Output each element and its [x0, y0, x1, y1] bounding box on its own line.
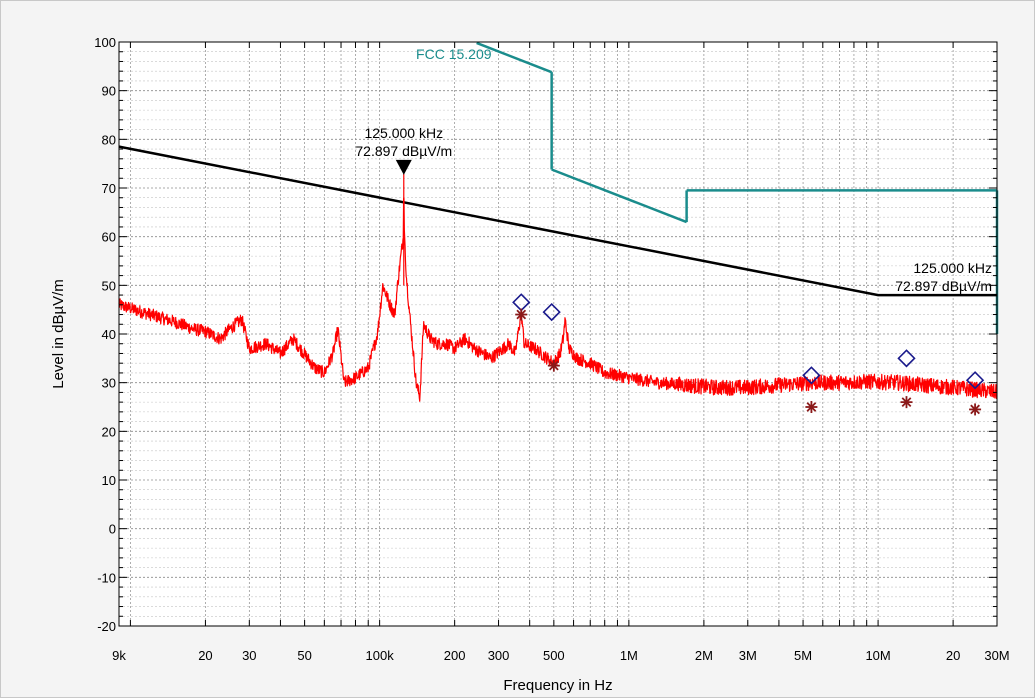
peak-marker-diamond	[965, 371, 985, 390]
y-tick-label: 20	[102, 424, 116, 439]
y-tick-label: 70	[102, 181, 116, 196]
asterisk-stroke	[970, 404, 980, 415]
asterisk-stroke	[516, 309, 527, 320]
y-tick-label: 50	[102, 278, 116, 293]
asterisk-stroke	[806, 402, 817, 412]
corner-frequency-label: 125.000 kHz	[913, 260, 992, 276]
y-axis-title: Level in dBµV/m	[50, 279, 67, 389]
fcc-limit-line	[476, 41, 553, 74]
asterisk-stroke	[901, 397, 912, 408]
x-tick-label: 5M	[794, 648, 812, 663]
y-tick-label: 80	[102, 132, 116, 147]
corner-level-label: 72.897 dBµV/m	[895, 278, 992, 294]
x-tick-label: 1M	[620, 648, 638, 663]
major-grid	[119, 42, 997, 626]
x-tick-label: 2M	[695, 648, 713, 663]
x-tick-label: 20	[946, 648, 960, 663]
fcc-limit-label: FCC 15.209	[416, 46, 492, 62]
x-tick-label: 20	[198, 648, 212, 663]
y-tick-label: 0	[109, 522, 116, 537]
qp-marker-asterisk	[515, 308, 528, 321]
qp-marker-asterisk	[547, 359, 560, 372]
marker-frequency-label: 125.000 kHz	[364, 125, 443, 141]
axis-ticks	[119, 41, 997, 627]
asterisk-stroke	[548, 360, 559, 371]
tick-labels: 9k 20 30 50 100k 200 300 500 1M 2M 3M 5M 10M 20 30M-20…	[94, 35, 1009, 663]
marker-triangle	[395, 159, 412, 175]
x-tick-label: 300	[488, 648, 510, 663]
x-tick-label: 10M	[865, 648, 890, 663]
y-tick-label: 60	[102, 230, 116, 245]
y-tick-label: 90	[102, 84, 116, 99]
x-tick-label: 3M	[739, 648, 757, 663]
peak-marker-diamond	[802, 366, 821, 385]
y-tick-label: 30	[102, 376, 116, 391]
marker-level-label: 72.897 dBµV/m	[355, 143, 452, 159]
x-tick-label: 30M	[984, 648, 1009, 663]
qp-marker-asterisk	[900, 396, 913, 409]
y-tick-label: 40	[102, 327, 116, 342]
limit-line-black	[118, 145, 997, 297]
peak-marker-diamond	[542, 302, 561, 322]
x-tick-label: 50	[297, 648, 311, 663]
qp-marker-asterisk	[969, 403, 982, 416]
marker-layer	[395, 159, 985, 416]
plot-area	[119, 42, 997, 626]
measurement-trace	[118, 173, 998, 402]
y-tick-label: -20	[97, 619, 116, 634]
x-tick-label: 9k	[112, 648, 126, 663]
y-tick-label: 100	[94, 35, 116, 50]
qp-marker-asterisk	[805, 401, 818, 413]
x-tick-label: 100k	[366, 648, 395, 663]
x-tick-label: 30	[242, 648, 256, 663]
y-tick-label: 10	[102, 473, 116, 488]
x-tick-label: 200	[444, 648, 466, 663]
y-tick-label: -10	[97, 570, 116, 585]
fcc-limit-line	[551, 168, 688, 224]
peak-marker-diamond	[897, 349, 916, 368]
x-axis-title: Frequency in Hz	[503, 677, 612, 694]
x-tick-label: 500	[543, 648, 565, 663]
